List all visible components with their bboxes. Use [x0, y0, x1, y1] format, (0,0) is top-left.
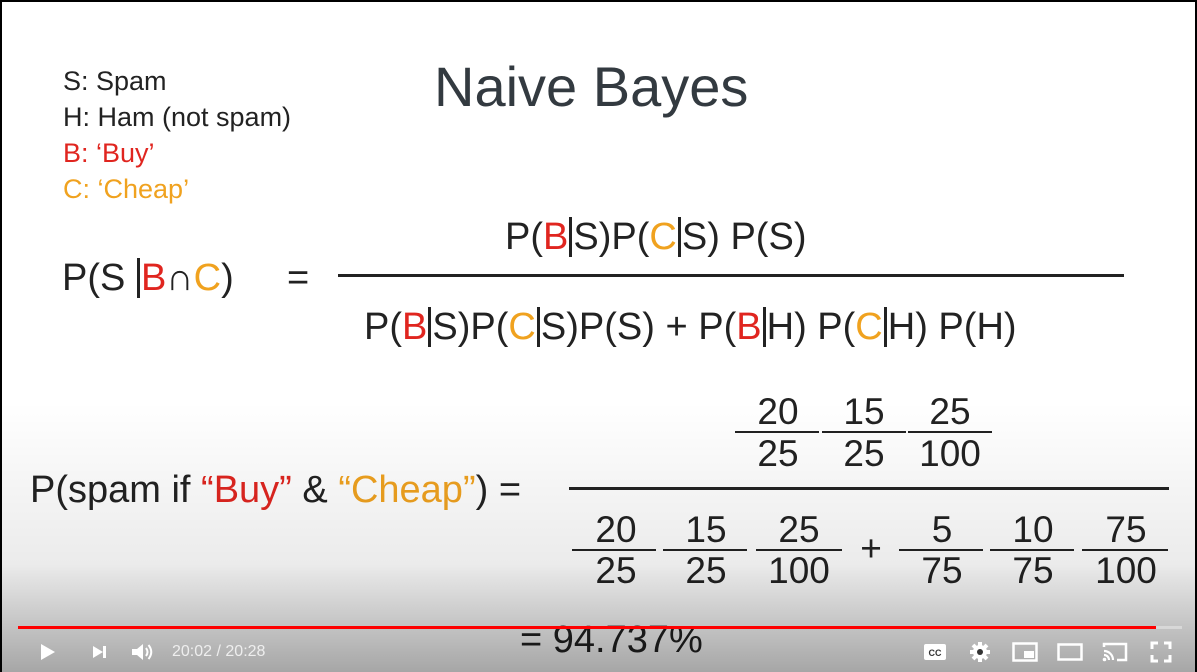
- volume-button[interactable]: [128, 636, 158, 668]
- fraction-numerator: 15: [843, 391, 885, 432]
- fraction-denominator: 100: [1095, 550, 1157, 591]
- fraction-bar: [663, 549, 747, 551]
- next-button[interactable]: [84, 636, 114, 668]
- fraction-denominator: 25: [685, 550, 727, 591]
- fraction-numerator: 25: [778, 509, 820, 550]
- legend-cheap: C: ‘Cheap’: [63, 174, 190, 204]
- fraction-bar: [735, 431, 819, 433]
- cast-icon: [1102, 642, 1128, 662]
- given-bar: [136, 258, 140, 298]
- fraction-bar: [822, 431, 906, 433]
- fraction-denominator: 100: [919, 433, 981, 474]
- subtitles-icon: CC: [924, 644, 946, 660]
- fullscreen-button[interactable]: [1146, 636, 1176, 668]
- numeric-lhs: P(spam if “Buy” & “Cheap”) =: [30, 469, 522, 511]
- fraction-line: [338, 274, 1124, 277]
- cast-button[interactable]: [1099, 636, 1131, 668]
- fraction-denominator: 75: [1012, 550, 1054, 591]
- time-display: 20:02 / 20:28: [172, 643, 265, 661]
- fraction-numerator: 5: [931, 509, 953, 550]
- legend-ham: H: Ham (not spam): [63, 102, 292, 132]
- fraction-denominator: 100: [768, 550, 830, 591]
- fraction-denominator: 75: [921, 550, 963, 591]
- progress-bar[interactable]: [18, 626, 1182, 629]
- fraction-bar: [1082, 549, 1168, 551]
- fraction-bar: [908, 431, 992, 433]
- numeric-fraction-line: [569, 487, 1169, 490]
- fraction-numerator: 20: [595, 509, 637, 550]
- svg-text:CC: CC: [929, 648, 942, 658]
- fraction-numerator: 25: [929, 391, 971, 432]
- fraction-numerator: 75: [1105, 509, 1147, 550]
- volume-icon: [132, 644, 153, 660]
- fraction-bar: [990, 549, 1074, 551]
- fraction-denominator: 25: [757, 433, 799, 474]
- plus-sign: +: [860, 528, 882, 569]
- miniplayer-icon: [1012, 642, 1038, 662]
- legend-buy: B: ‘Buy’: [63, 138, 155, 168]
- settings-button[interactable]: [965, 636, 995, 668]
- fraction-numerator: 20: [757, 391, 799, 432]
- fraction-denominator: 25: [595, 550, 637, 591]
- duration: 20:28: [225, 643, 266, 660]
- fraction-bar: [756, 549, 842, 551]
- legend-spam: S: Spam: [63, 66, 167, 96]
- current-time: 20:02: [172, 643, 213, 660]
- settings-icon: [970, 642, 990, 662]
- next-icon: [93, 646, 106, 658]
- play-button[interactable]: [30, 636, 64, 668]
- formula-denominator: P(B S)P(C S)P(S) + P(B H) P(C H) P(H): [364, 306, 1017, 348]
- fraction-bar: [572, 549, 656, 551]
- miniplayer-button[interactable]: [1010, 636, 1040, 668]
- fraction-denominator: 25: [843, 433, 885, 474]
- fraction-bar: [899, 549, 983, 551]
- fraction-numerator: 15: [685, 509, 727, 550]
- fraction-numerator: 10: [1012, 509, 1054, 550]
- formula-numerator: P(B S)P(C S) P(S): [505, 216, 807, 258]
- progress-played: [18, 626, 1157, 629]
- time-separator: /: [212, 643, 226, 660]
- slide-title: Naive Bayes: [434, 55, 749, 118]
- theater-mode-button[interactable]: [1055, 636, 1085, 668]
- posterior-lhs: P(S B∩C): [62, 257, 234, 299]
- fullscreen-icon: [1150, 641, 1172, 663]
- subtitles-button[interactable]: CC: [920, 636, 950, 668]
- equals-sign: =: [287, 257, 310, 299]
- theater-icon: [1057, 643, 1083, 661]
- play-icon: [41, 644, 55, 660]
